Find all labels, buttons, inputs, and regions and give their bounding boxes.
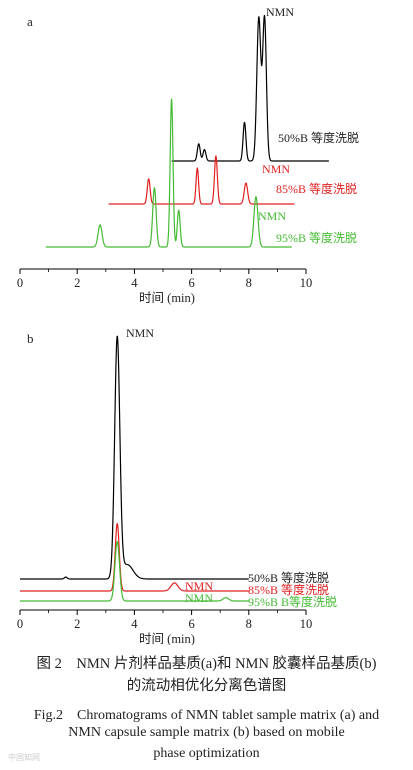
series-label: 85%B 等度洗脱 [276,181,357,196]
series-label: 95%B 等度洗脱 [276,230,357,245]
nmn-peak-label: NMN [185,579,213,593]
series-trace [19,523,250,592]
x-axis-label: 时间 (min) [139,291,195,305]
caption-english-line-3: phase optimization [153,746,260,761]
nmn-peak-label: NMN [126,326,154,340]
x-tick-label: 10 [300,276,313,290]
x-tick-label: 4 [131,617,138,631]
panel-label: a [27,14,33,29]
x-tick-label: 0 [17,617,23,631]
nmn-peak-label: NMN [185,591,213,605]
x-tick-label: 6 [188,617,194,631]
chromatogram-figure: 0 2 4 6 8 10 时间 (min) a 50%B 等度洗脱 NMN 85%B 等度洗脱 NMN… [17,5,359,645]
series-trace [171,14,330,162]
x-tick-label: 0 [17,276,23,290]
x-tick-label: 10 [300,617,313,631]
nmn-peak-label: NMN [266,5,294,19]
panel-label: b [27,331,34,346]
series-label: 50%B 等度洗脱 [278,130,359,145]
nmn-peak-label: NMN [262,162,290,176]
caption-english-line-2: NMN capsule sample matrix (b) based on m… [68,725,345,740]
x-tick-label: 6 [188,276,194,290]
series-label: 95%B B等度洗脱 [248,594,337,609]
watermark: 中国知网 [8,753,40,762]
caption-chinese-line-2: 的流动相优化分离色谱图 [126,678,287,694]
panel-b-chart: 0 2 4 6 8 10 时间 (min) b 50%B 等度洗脱 NMN 85%B 等度洗脱 NMN… [17,326,337,645]
panel-a-chart: 0 2 4 6 8 10 时间 (min) a 50%B 等度洗脱 NMN 85%B 等度洗脱 NMN… [17,5,359,305]
series-trace [108,155,295,205]
series-trace [19,541,250,602]
series-trace [19,335,250,580]
caption-english-line-1: Fig.2 Chromatograms of NMN tablet sample… [33,708,380,723]
x-axis-label: 时间 (min) [139,632,195,645]
nmn-peak-label: NMN [258,209,286,223]
x-tick-label: 4 [131,276,138,290]
x-tick-label: 2 [74,276,80,290]
x-tick-label: 8 [246,617,252,631]
series-label: 50%B 等度洗脱 [248,570,329,585]
x-tick-label: 2 [74,617,80,631]
caption-chinese-line-1: 图 2 NMN 片剂样品基质(a)和 NMN 胶囊样品基质(b) [36,656,377,672]
series-label: 85%B 等度洗脱 [248,582,329,597]
series-trace [45,98,292,248]
x-tick-label: 8 [246,276,252,290]
